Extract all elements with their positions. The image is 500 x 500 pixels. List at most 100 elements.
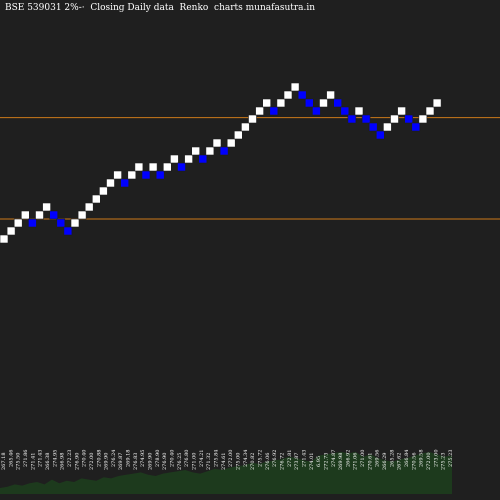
value-label: 275.84 [214, 450, 220, 468]
renko-brick-up [99, 186, 108, 196]
renko-brick-up [248, 114, 257, 124]
renko-brick-up [241, 122, 250, 132]
value-label: 275.23 [441, 453, 447, 471]
value-label: 271.41 [30, 453, 36, 471]
value-label: 6.95 [316, 456, 322, 467]
renko-brick-down [333, 98, 343, 108]
value-label: 272.00 [228, 450, 234, 468]
renko-brick-up [134, 162, 144, 172]
value-label: 270.82 [250, 453, 256, 471]
renko-brick-up [184, 154, 193, 164]
value-label: 271.43 [301, 450, 307, 468]
value-label: 271.32 [206, 453, 212, 471]
chart-title: BSE 539031 2%-· Closing Daily data Renko… [5, 3, 316, 13]
renko-brick-down [49, 210, 59, 220]
renko-brick-up [35, 210, 44, 220]
renko-brick-up [148, 162, 158, 172]
renko-brick-up [20, 210, 30, 220]
renko-brick-down [297, 90, 307, 100]
value-label: 270.88 [96, 450, 102, 468]
renko-brick-up [418, 114, 428, 124]
value-label: 267.62 [397, 453, 403, 471]
value-label: 271.00 [360, 450, 366, 468]
value-label: 274.61 [221, 453, 227, 471]
renko-brick-down [155, 170, 165, 180]
renko-brick-up [290, 82, 300, 92]
renko-brick-down [304, 98, 314, 108]
renko-brick-up [163, 162, 172, 172]
value-label: 267.18 [1, 453, 7, 471]
value-label: 270.40 [170, 450, 176, 468]
renko-brick-up [226, 138, 236, 148]
value-label: 272.81 [287, 450, 293, 468]
value-label: 269.90 [148, 453, 154, 471]
value-label: 270.40 [82, 450, 88, 468]
renko-brick-up [425, 106, 435, 116]
value-label: 266.29 [382, 453, 388, 471]
renko-brick-up [77, 210, 87, 220]
renko-brick-down [177, 162, 186, 172]
renko-brick-up [319, 98, 328, 108]
renko-brick-up [262, 98, 272, 108]
renko-brick-down [404, 114, 414, 124]
volume-area [0, 452, 452, 494]
value-label: 276.92 [272, 450, 278, 468]
value-label: 269.58 [419, 450, 425, 468]
renko-brick-up [70, 218, 80, 228]
value-label: 272.00 [89, 453, 95, 471]
value-label: 272.00 [426, 453, 432, 471]
renko-brick-up [205, 146, 215, 156]
renko-brick-up [234, 130, 243, 140]
value-label: 276.90 [162, 453, 168, 471]
value-label: 271.86 [23, 450, 29, 468]
renko-brick-up [92, 194, 101, 204]
renko-brick-down [120, 178, 129, 188]
value-label: 274.95 [52, 450, 58, 468]
value-label: 269.18 [126, 450, 132, 468]
value-label: 270.61 [367, 453, 373, 471]
value-label: 269.87 [118, 453, 124, 471]
value-label: 272.23 [67, 450, 73, 468]
value-label: 269.56 [375, 450, 381, 468]
renko-brick-down [347, 114, 357, 124]
renko-brick-up [390, 114, 399, 124]
value-label: 278.90 [155, 450, 161, 468]
renko-brick-down [56, 218, 66, 228]
value-label: 266.38 [45, 453, 51, 471]
renko-brick-down [411, 122, 421, 132]
value-label: 276.06 [265, 453, 271, 471]
renko-brick-down [269, 106, 279, 116]
renko-brick-up [42, 202, 51, 212]
value-label: 266.92 [345, 450, 351, 468]
value-label: 271.00 [192, 453, 198, 471]
renko-brick-up [212, 138, 222, 148]
renko-brick-up [170, 154, 179, 164]
renko-brick-up [84, 202, 94, 212]
value-label: 266.98 [60, 453, 66, 471]
renko-brick-up [397, 106, 406, 116]
value-label: 275.23 [448, 450, 454, 468]
value-label: 269.98 [338, 453, 344, 471]
value-label: 275.50 [16, 453, 22, 471]
value-label: 276.24 [111, 450, 117, 468]
renko-brick-up [6, 226, 16, 236]
renko-brick-up [0, 234, 9, 244]
value-label: 269.90 [104, 453, 110, 471]
renko-brick-down [198, 154, 208, 164]
renko-brick-up [127, 170, 137, 180]
value-label: 274.21 [199, 450, 205, 468]
renko-brick-up [106, 178, 115, 188]
renko-brick-down [375, 130, 385, 140]
value-label: 276.83 [133, 453, 139, 471]
value-label: 274.87 [331, 450, 337, 468]
value-label: 271.06 [353, 453, 359, 471]
renko-brick-up [326, 90, 335, 100]
value-label: 271.43 [38, 450, 44, 468]
value-label: 276.25 [177, 453, 183, 471]
value-label: 274.34 [243, 450, 249, 468]
value-label: 266.84 [404, 450, 410, 468]
renko-brick-up [276, 98, 286, 108]
renko-brick-down [28, 218, 37, 228]
value-label: 276.80 [184, 450, 190, 468]
